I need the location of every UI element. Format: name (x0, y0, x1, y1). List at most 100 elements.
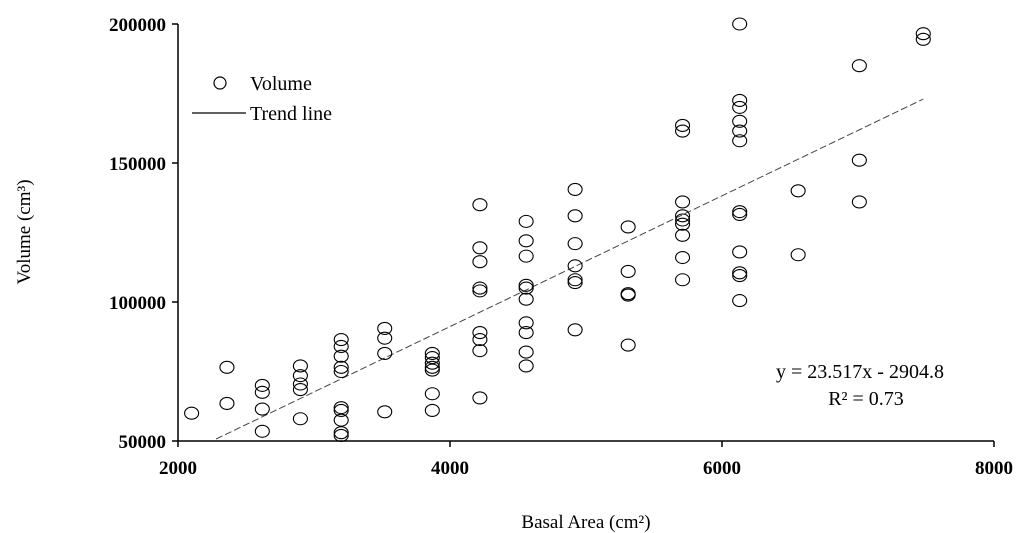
data-point (292, 359, 308, 373)
data-point (219, 396, 235, 411)
data-point (915, 27, 931, 41)
data-point (472, 391, 488, 405)
data-point (333, 349, 349, 363)
data-point (333, 339, 349, 354)
data-point (567, 259, 583, 273)
data-point (851, 153, 867, 167)
data-point (333, 403, 349, 417)
data-point (377, 321, 393, 335)
data-point (732, 205, 748, 219)
data-point (518, 249, 534, 263)
data-point (424, 363, 440, 377)
data-point (675, 118, 691, 133)
data-point (567, 273, 583, 287)
data-point (424, 387, 440, 401)
data-point (851, 59, 867, 73)
data-point (518, 326, 534, 340)
data-point (472, 332, 488, 347)
data-point (472, 344, 488, 358)
data-point (472, 326, 488, 340)
x-tick-label: 6000 (703, 458, 741, 479)
data-point (472, 198, 488, 212)
data-point (732, 266, 748, 280)
data-point (567, 275, 583, 290)
data-point (333, 426, 349, 440)
data-point (675, 209, 691, 223)
data-point (675, 213, 691, 227)
data-point (292, 412, 308, 426)
data-point (333, 401, 349, 415)
data-point (424, 403, 440, 417)
data-point (518, 359, 534, 373)
data-point (254, 424, 270, 438)
data-point (518, 278, 534, 292)
y-tick-label: 150000 (109, 154, 166, 175)
data-point (292, 383, 308, 397)
data-point (333, 360, 349, 374)
data-point (732, 100, 748, 114)
data-point (620, 264, 636, 278)
data-point (472, 281, 488, 295)
data-point (790, 248, 806, 262)
data-point (333, 428, 349, 442)
data-point (292, 377, 308, 391)
data-point (518, 214, 534, 228)
data-point (620, 338, 636, 352)
legend-trend-label: Trend line (250, 103, 332, 125)
x-tick-label: 4000 (431, 458, 469, 479)
axes (177, 24, 994, 442)
data-point (851, 195, 867, 209)
data-point (732, 294, 748, 308)
data-point (675, 217, 691, 231)
data-points (184, 17, 931, 442)
data-point (567, 182, 583, 196)
x-tick-label: 8000 (975, 458, 1013, 479)
data-point (518, 281, 534, 295)
y-tick-label: 200000 (109, 15, 166, 36)
data-point (333, 332, 349, 347)
regression-equation: y = 23.517x - 2904.8 (776, 361, 944, 383)
data-point (732, 245, 748, 259)
data-point (292, 369, 308, 383)
data-point (790, 184, 806, 198)
data-point (567, 209, 583, 223)
legend-volume-marker (213, 76, 227, 90)
data-point (254, 385, 270, 399)
tick-marks: 2000 4000 6000 8000 50000 100000 150000 200000 (109, 15, 1013, 479)
data-point (915, 32, 931, 46)
data-point (219, 360, 235, 374)
data-point (184, 406, 200, 420)
data-point (732, 17, 748, 31)
data-point (675, 250, 691, 265)
data-point (620, 288, 636, 302)
data-point (518, 345, 534, 359)
data-point (620, 220, 636, 234)
data-point (377, 405, 393, 419)
legend-volume-label: Volume (250, 73, 312, 95)
data-point (472, 255, 488, 269)
legend: Volume Trend line (192, 73, 332, 125)
data-point (333, 364, 349, 379)
data-point (424, 346, 440, 360)
data-point (254, 378, 270, 392)
data-point (732, 93, 748, 107)
data-point (675, 273, 691, 287)
data-point (518, 234, 534, 248)
y-tick-label: 50000 (119, 432, 167, 453)
x-tick-label: 2000 (159, 458, 197, 479)
data-point (254, 402, 270, 416)
r-squared-label: R² = 0.73 (828, 388, 904, 410)
y-tick-label: 100000 (109, 293, 166, 314)
data-point (732, 114, 748, 128)
data-point (377, 331, 393, 345)
data-point (377, 346, 393, 360)
data-point (472, 284, 488, 298)
data-point (518, 292, 534, 306)
data-point (732, 269, 748, 283)
x-axis-title: Basal Area (cm²) (521, 512, 650, 533)
data-point (675, 228, 691, 242)
data-point (518, 316, 534, 330)
data-point (675, 195, 691, 209)
